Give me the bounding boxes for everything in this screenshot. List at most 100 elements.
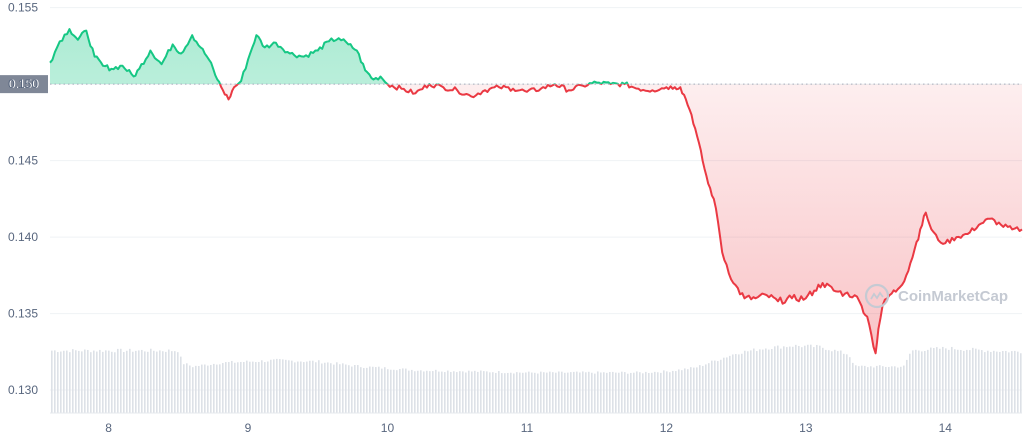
volume-bar bbox=[807, 344, 809, 413]
volume-bar bbox=[516, 372, 518, 413]
volume-bar bbox=[555, 372, 557, 413]
volume-bar bbox=[174, 351, 176, 413]
volume-bar bbox=[546, 372, 548, 413]
volume-bar bbox=[765, 348, 767, 413]
reference-label: 0.150 bbox=[9, 77, 39, 91]
volume-bar bbox=[756, 351, 758, 413]
volume-bar bbox=[1005, 350, 1007, 413]
volume-bar bbox=[951, 346, 953, 413]
volume-bar bbox=[579, 372, 581, 413]
volume-bar bbox=[300, 361, 302, 413]
volume-bar bbox=[306, 361, 308, 413]
volume-bar bbox=[510, 372, 512, 413]
volume-bar bbox=[603, 372, 605, 413]
volume-bar bbox=[687, 369, 689, 413]
volume-bar bbox=[648, 373, 650, 413]
volume-bar bbox=[774, 346, 776, 413]
volume-bar bbox=[849, 357, 851, 413]
volume-bar bbox=[180, 356, 182, 413]
volume-bar bbox=[486, 371, 488, 413]
volume-bar bbox=[810, 344, 812, 413]
volume-bar bbox=[585, 372, 587, 413]
y-tick-label: 0.155 bbox=[8, 1, 38, 15]
volume-bar bbox=[522, 372, 524, 413]
volume-bar bbox=[414, 371, 416, 413]
volume-bar bbox=[978, 349, 980, 413]
volume-bar bbox=[51, 350, 53, 413]
volume-bar bbox=[144, 351, 146, 413]
volume-bar bbox=[639, 372, 641, 413]
volume-bar bbox=[66, 350, 68, 413]
volume-bar bbox=[726, 357, 728, 413]
volume-bar bbox=[798, 345, 800, 413]
volume-bar bbox=[90, 352, 92, 413]
volume-bar bbox=[438, 371, 440, 413]
volume-bar bbox=[327, 362, 329, 413]
volume-bar bbox=[987, 350, 989, 413]
volume-bar bbox=[444, 372, 446, 413]
volume-bar bbox=[189, 365, 191, 413]
volume-bar bbox=[519, 372, 521, 413]
volume-bar bbox=[213, 363, 215, 413]
volume-bar bbox=[198, 366, 200, 413]
volume-bar bbox=[303, 362, 305, 413]
volume-bar bbox=[498, 371, 500, 413]
volume-bar bbox=[645, 371, 647, 413]
volume-bar bbox=[948, 349, 950, 413]
volume-bar bbox=[495, 372, 497, 413]
coinmarketcap-logo-icon bbox=[864, 283, 890, 309]
volume-bar bbox=[156, 351, 158, 413]
x-tick-label: 11 bbox=[521, 421, 534, 435]
volume-bar bbox=[840, 350, 842, 413]
volume-bar bbox=[804, 345, 806, 413]
volume-bar bbox=[834, 349, 836, 413]
volume-bar bbox=[954, 349, 956, 413]
volume-bar bbox=[222, 363, 224, 413]
volume-bar bbox=[675, 371, 677, 413]
volume-bar bbox=[150, 348, 152, 413]
volume-bar bbox=[120, 348, 122, 413]
volume-bar bbox=[234, 362, 236, 413]
volume-bar bbox=[795, 344, 797, 413]
price-line-below bbox=[218, 84, 1023, 355]
volume-bar bbox=[720, 359, 722, 413]
volume-bar bbox=[888, 366, 890, 413]
volume-bar bbox=[72, 349, 74, 413]
volume-bar bbox=[960, 349, 962, 413]
volume-bar bbox=[462, 371, 464, 413]
volume-bar bbox=[153, 350, 155, 413]
x-tick-label: 8 bbox=[105, 421, 112, 435]
volume-bar bbox=[534, 372, 536, 413]
volume-bar bbox=[294, 362, 296, 413]
volume-bar bbox=[141, 349, 143, 413]
volume-bar bbox=[132, 351, 134, 413]
volume-bar bbox=[699, 365, 701, 413]
volume-bar bbox=[312, 360, 314, 413]
volume-bar bbox=[195, 365, 197, 413]
volume-bar bbox=[921, 351, 923, 413]
volume-bar bbox=[378, 366, 380, 413]
volume-bar bbox=[576, 371, 578, 413]
volume-bar bbox=[513, 373, 515, 413]
volume-bar bbox=[567, 372, 569, 413]
coinmarketcap-logo-mark bbox=[870, 291, 884, 300]
volume-bar bbox=[135, 350, 137, 413]
reference-line: 0.150 bbox=[0, 75, 1022, 94]
price-area bbox=[50, 29, 1022, 354]
volume-bar bbox=[75, 350, 77, 413]
volume-bar bbox=[630, 372, 632, 413]
volume-bar bbox=[429, 371, 431, 413]
volume-bar bbox=[192, 367, 194, 413]
volume-bar bbox=[642, 373, 644, 413]
volume-bar bbox=[330, 363, 332, 413]
volume-bar bbox=[864, 365, 866, 413]
volume-bar bbox=[714, 360, 716, 413]
volume-bar bbox=[63, 350, 65, 413]
volume-bar bbox=[435, 369, 437, 413]
volume-bar bbox=[654, 371, 656, 413]
volume-bar bbox=[867, 367, 869, 413]
volume-bar bbox=[690, 367, 692, 413]
volume-bar bbox=[123, 352, 125, 413]
volume-bar bbox=[660, 372, 662, 413]
volume-bar bbox=[681, 370, 683, 413]
